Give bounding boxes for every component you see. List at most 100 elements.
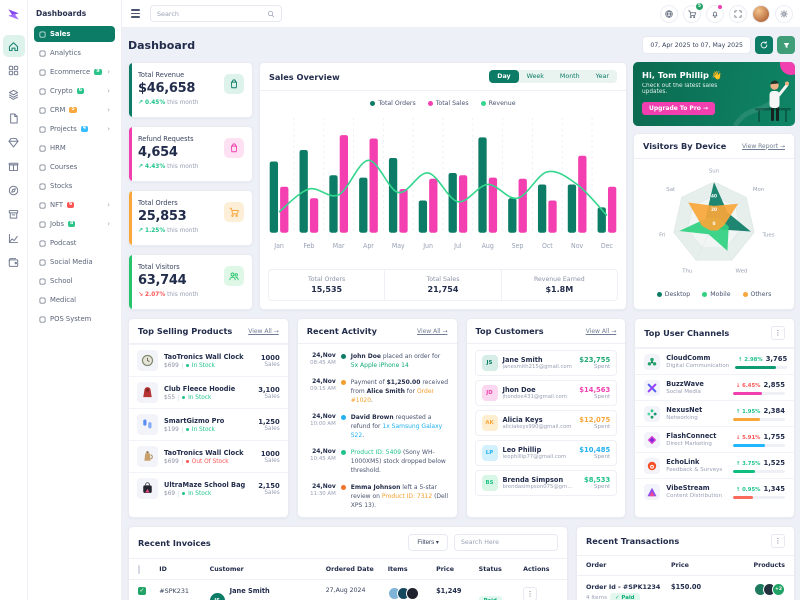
app-logo-icon[interactable]: [6, 7, 21, 22]
product-row[interactable]: TaoTronics Wall Clock $699 Out Of Stock: [129, 440, 288, 472]
filter-button[interactable]: [777, 36, 795, 54]
customer-spend: $10,485 Spent: [579, 446, 610, 460]
user-avatar[interactable]: [752, 4, 770, 23]
invoice-actions-button[interactable]: ⋮: [523, 587, 538, 600]
sidebar-item[interactable]: Medical: [34, 292, 115, 308]
products-view-all-link[interactable]: View All →: [248, 327, 279, 335]
sidebar-item[interactable]: Crypto 6 ›: [34, 83, 115, 99]
product-row[interactable]: SmartGizmo Pro $199 In Stock: [129, 408, 288, 440]
chevron-right-icon: ›: [107, 67, 110, 76]
trend-arrow-icon: ↗: [138, 227, 144, 234]
chevron-right-icon: ›: [107, 105, 110, 114]
channels-menu-button[interactable]: ⋮: [771, 326, 785, 340]
channel-logo-icon: [647, 383, 657, 392]
channel-stats: ↑ 1.95% 2,384: [733, 407, 785, 421]
rail-nav-button[interactable]: [3, 107, 25, 129]
rail-nav-button[interactable]: [3, 155, 25, 177]
search-input[interactable]: [157, 9, 267, 18]
language-button[interactable]: [660, 4, 678, 23]
rail-nav-button[interactable]: [3, 131, 25, 153]
channel-row[interactable]: VibeStream Content Distribution ↑ 0.95% …: [635, 478, 794, 504]
row-checkbox[interactable]: ✓: [138, 587, 146, 595]
invoice-row[interactable]: ✓ #SPK231 JS Jane Smith janesmith215@gma…: [129, 580, 567, 600]
period-tab[interactable]: Day: [489, 70, 519, 83]
transactions-title: Recent Transactions: [586, 536, 680, 546]
customer-row[interactable]: JD Jhon Doe jhondoe431@gmail.com $14,563…: [474, 380, 618, 406]
upgrade-pro-button[interactable]: Upgrade To Pro →: [642, 102, 716, 115]
refresh-button[interactable]: [755, 36, 773, 54]
customer-amount: $14,563: [579, 386, 611, 394]
channel-stats: ↑ 3.75% 1,525: [733, 459, 785, 473]
sidebar-item[interactable]: Sales: [34, 26, 115, 42]
visitors-by-device-card: Visitors By Device View Report → Sun Mon T…: [633, 133, 795, 310]
sidebar-item[interactable]: School: [34, 273, 115, 289]
product-row[interactable]: TaoTronics Wall Clock $699 In Stock: [129, 344, 288, 376]
channel-row[interactable]: NexusNet Networking ↑ 1.95% 2,384: [635, 400, 794, 426]
activity-clock: 08:45 AM: [310, 360, 336, 366]
invoices-search-input[interactable]: [454, 534, 558, 551]
rail-nav-button[interactable]: [2, 35, 25, 57]
sidebar-item[interactable]: HRM: [34, 140, 115, 156]
sidebar-item[interactable]: Social Media: [34, 254, 115, 270]
sidebar-item[interactable]: Ecommerce 9 ›: [34, 64, 115, 80]
channel-change: ↑ 1.95%: [735, 408, 761, 415]
sidebar-item[interactable]: Jobs 8 ›: [34, 216, 115, 232]
activity-view-all-link[interactable]: View All →: [416, 327, 448, 335]
sidebar-item[interactable]: Projects 4 ›: [34, 121, 115, 137]
stock-status: In Stock: [191, 362, 216, 369]
activity-clock: 09:15 AM: [310, 386, 336, 392]
rail-nav-button[interactable]: [3, 203, 25, 225]
rail-nav-button[interactable]: [3, 59, 25, 81]
customer-info: Brenda Simpson brendasimpson075@gmail.co…: [503, 476, 575, 490]
settings-button[interactable]: [775, 4, 793, 23]
recent-invoices-card: Recent Invoices Filters ▾ ID Customer Or…: [128, 526, 568, 600]
product-row[interactable]: Club Fleece Hoodie $55 In Stock: [129, 376, 288, 408]
channel-logo: [644, 483, 661, 500]
activity-item: 24,Nov 10:45 AM Product ID: 5409 (Sony W…: [298, 443, 457, 478]
activity-title: Recent Activity: [306, 326, 377, 336]
product-thumb-icon: [143, 387, 152, 398]
menu-toggle-icon[interactable]: [129, 7, 142, 19]
sidebar-item[interactable]: Courses: [34, 159, 115, 175]
sidebar-item[interactable]: Analytics: [34, 45, 115, 61]
rail-nav-button[interactable]: [3, 227, 25, 249]
period-tab[interactable]: Year: [595, 73, 609, 80]
channel-row[interactable]: FlashConnect Direct Marketing ↓ 5.91% 1,…: [635, 426, 794, 452]
rail-nav-button[interactable]: [3, 179, 25, 201]
filters-button[interactable]: Filters ▾: [408, 534, 448, 551]
channel-row[interactable]: CloudComm Digital Communication ↑ 2.98% …: [635, 348, 794, 374]
notifications-button[interactable]: [706, 4, 724, 23]
customer-row[interactable]: AK Alicia Keys aliciakeys990@gmail.com $…: [474, 410, 618, 436]
channel-row[interactable]: EchoLink Feedback & Surveys ↑ 3.75% 1,52…: [635, 452, 794, 478]
col-products: Products: [753, 562, 785, 569]
customer-row[interactable]: LP Leo Phillip leophillip77@gmail.com $1…: [474, 440, 618, 466]
product-info: UltraMaze School Bag $69 In Stock: [164, 481, 245, 497]
date-range-picker[interactable]: 07, Apr 2025 to 07, May 2025: [642, 36, 751, 54]
transactions-menu-button[interactable]: ⋮: [771, 534, 785, 548]
sidebar-item[interactable]: NFT 6 ›: [34, 197, 115, 213]
rail-nav-icon: [8, 137, 19, 147]
sidebar-item-label: POS System: [50, 315, 92, 323]
customers-view-all-link[interactable]: View All →: [585, 327, 617, 335]
cart-button[interactable]: 5: [683, 2, 703, 23]
product-meta: $55 In Stock: [164, 394, 235, 401]
sidebar-item[interactable]: Stocks: [34, 178, 115, 194]
fullscreen-button[interactable]: [729, 4, 747, 23]
customer-avatar: JD: [481, 385, 498, 401]
sidebar-item[interactable]: Podcast: [34, 235, 115, 251]
customer-row[interactable]: JS Jane Smith janesmith215@gmail.com $23…: [474, 350, 618, 376]
product-row[interactable]: UltraMaze School Bag $69 In Stock: [129, 472, 288, 504]
sidebar-item[interactable]: POS System: [34, 311, 115, 327]
activity-time: 24,Nov 08:45 AM: [306, 352, 336, 370]
select-all-checkbox[interactable]: [138, 564, 140, 574]
product-sales-count: 3,100: [258, 385, 280, 394]
sidebar-item[interactable]: CRM 5 ›: [34, 102, 115, 118]
rail-nav-button[interactable]: [3, 251, 25, 273]
channel-row[interactable]: BuzzWave Social Media ↓ 6.45% 2,855: [635, 374, 794, 400]
period-tab[interactable]: Month: [559, 73, 580, 80]
view-report-link[interactable]: View Report →: [742, 142, 785, 150]
rail-nav-button[interactable]: [3, 83, 25, 105]
period-tab[interactable]: Week: [526, 73, 544, 80]
transaction-row[interactable]: Order Id - #SPK1234 4 Items ✓ Paid $150.…: [577, 576, 794, 600]
customer-row[interactable]: BS Brenda Simpson brendasimpson075@gmail…: [474, 470, 618, 496]
